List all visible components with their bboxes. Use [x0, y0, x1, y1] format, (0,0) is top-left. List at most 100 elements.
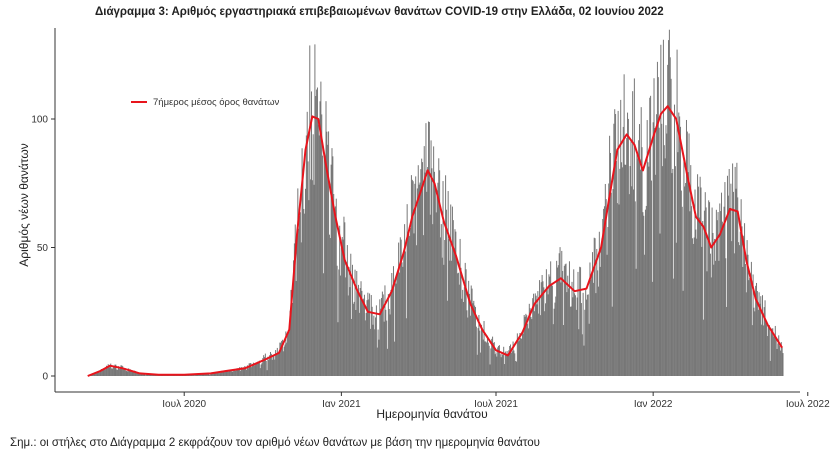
daily-bar — [596, 248, 598, 376]
daily-bar — [98, 371, 100, 376]
daily-bar — [712, 232, 714, 376]
daily-bar — [507, 355, 509, 376]
daily-bar — [675, 242, 677, 376]
daily-bar — [746, 240, 748, 376]
daily-bar — [470, 285, 472, 376]
daily-bar — [477, 328, 479, 376]
daily-bar — [724, 182, 726, 376]
daily-bar — [123, 369, 125, 376]
daily-bar — [391, 272, 393, 376]
daily-bar — [499, 354, 501, 376]
daily-bar — [618, 204, 620, 376]
daily-bar — [648, 166, 650, 376]
chart-title: Διάγραμμα 3: Αριθμός εργαστηριακά επιβεβ… — [95, 6, 664, 18]
daily-bar — [676, 49, 678, 377]
daily-bar — [594, 238, 596, 376]
daily-bar — [228, 370, 230, 376]
daily-bar — [585, 289, 587, 376]
daily-bar — [486, 342, 488, 376]
daily-bar — [347, 295, 349, 376]
daily-bar — [316, 87, 318, 376]
daily-bar — [545, 269, 547, 376]
daily-bar — [382, 294, 384, 376]
daily-bar — [736, 162, 738, 376]
daily-bar — [120, 365, 122, 376]
chart-note: Σημ.: οι στήλες στο Διάγραμμα 2 εκφράζου… — [10, 437, 540, 449]
daily-bar — [292, 302, 294, 376]
daily-bar — [425, 123, 427, 376]
daily-bar — [119, 368, 121, 376]
daily-bar — [341, 236, 343, 376]
daily-bar — [271, 359, 273, 376]
daily-bar — [364, 320, 366, 376]
daily-bar — [772, 328, 774, 376]
daily-bar — [448, 238, 450, 376]
daily-bar — [615, 114, 617, 377]
daily-bar — [714, 238, 716, 376]
daily-bar — [398, 272, 400, 376]
daily-bar — [246, 365, 248, 376]
daily-bar — [387, 294, 389, 376]
daily-bar — [669, 57, 671, 376]
daily-bar — [363, 298, 365, 376]
daily-bar — [463, 301, 465, 376]
daily-bar — [703, 210, 705, 376]
daily-bar — [739, 231, 741, 376]
daily-bar — [263, 355, 265, 376]
daily-bar — [485, 341, 487, 376]
daily-bar — [411, 179, 413, 376]
daily-bar — [302, 179, 304, 376]
daily-bar — [492, 342, 494, 376]
y-axis-label: Αριθμός νέων θανάτων — [17, 143, 31, 266]
daily-bar — [538, 313, 540, 376]
daily-bar — [209, 375, 211, 376]
daily-bar — [361, 290, 363, 376]
daily-bar — [521, 333, 523, 376]
daily-bar — [515, 361, 517, 376]
daily-bar — [113, 365, 115, 376]
daily-bar — [346, 245, 348, 376]
x-axis-label: Ημερομηνία θανάτου — [376, 407, 487, 421]
daily-bar — [375, 305, 377, 376]
daily-bar — [683, 155, 685, 376]
daily-bar — [461, 298, 463, 376]
daily-bar — [356, 270, 358, 376]
daily-bar — [701, 246, 703, 376]
daily-bar — [255, 364, 257, 376]
daily-bar — [604, 183, 606, 376]
daily-bar — [715, 260, 717, 376]
daily-bar — [380, 308, 382, 376]
daily-bar — [140, 373, 143, 376]
daily-bar — [742, 266, 744, 376]
daily-bar — [679, 126, 681, 377]
daily-bar — [518, 340, 520, 376]
daily-bar — [410, 228, 412, 376]
daily-bar — [480, 324, 482, 376]
daily-bar — [257, 361, 259, 376]
daily-bar — [632, 91, 634, 376]
daily-bar — [232, 371, 234, 376]
daily-bar — [744, 263, 746, 376]
daily-bar — [643, 215, 645, 376]
daily-bar — [398, 242, 400, 376]
daily-bar — [603, 206, 605, 376]
daily-bar — [322, 155, 324, 376]
daily-bar — [421, 158, 423, 376]
daily-bar — [700, 187, 702, 376]
daily-bar — [498, 345, 500, 376]
daily-bar — [96, 372, 98, 376]
daily-bar — [123, 368, 125, 376]
daily-bar — [457, 272, 459, 376]
daily-bar — [408, 234, 410, 376]
daily-bar — [395, 283, 397, 376]
daily-bar — [392, 266, 394, 376]
daily-bar — [462, 289, 464, 376]
daily-bar — [220, 371, 222, 376]
daily-bar — [211, 372, 213, 376]
daily-bar — [737, 197, 739, 376]
daily-bar — [498, 345, 500, 376]
daily-bar — [763, 307, 765, 376]
daily-bar — [629, 166, 631, 376]
daily-bar — [512, 341, 514, 376]
daily-bar — [420, 169, 422, 376]
